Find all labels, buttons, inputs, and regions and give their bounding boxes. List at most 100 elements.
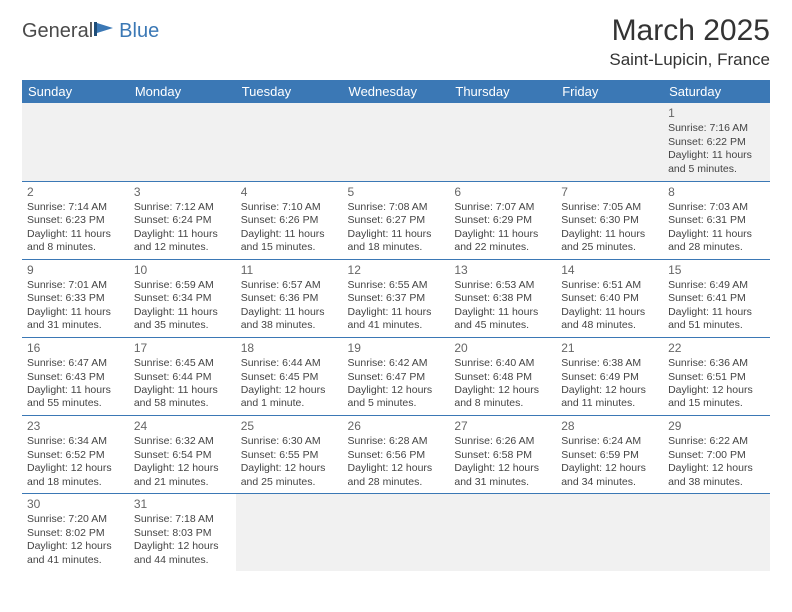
sunrise-text: Sunrise: 6:34 AM: [27, 435, 124, 448]
sunrise-text: Sunrise: 6:30 AM: [241, 435, 338, 448]
calendar-cell: 28Sunrise: 6:24 AMSunset: 6:59 PMDayligh…: [556, 415, 663, 493]
sunrise-text: Sunrise: 6:28 AM: [348, 435, 445, 448]
weekday-header: Tuesday: [236, 80, 343, 103]
daylight-text: Daylight: 12 hours and 18 minutes.: [27, 462, 124, 489]
calendar-cell: 13Sunrise: 6:53 AMSunset: 6:38 PMDayligh…: [449, 259, 556, 337]
day-number: 27: [454, 419, 551, 434]
day-number: 20: [454, 341, 551, 356]
weekday-header: Wednesday: [343, 80, 450, 103]
calendar-cell: 31Sunrise: 7:18 AMSunset: 8:03 PMDayligh…: [129, 493, 236, 571]
calendar-row: 16Sunrise: 6:47 AMSunset: 6:43 PMDayligh…: [22, 337, 770, 415]
sunset-text: Sunset: 7:00 PM: [668, 449, 765, 462]
sunrise-text: Sunrise: 7:16 AM: [668, 122, 765, 135]
sunrise-text: Sunrise: 6:26 AM: [454, 435, 551, 448]
daylight-text: Daylight: 11 hours and 12 minutes.: [134, 228, 231, 255]
sunset-text: Sunset: 6:52 PM: [27, 449, 124, 462]
calendar-cell: 1Sunrise: 7:16 AMSunset: 6:22 PMDaylight…: [663, 103, 770, 181]
sunrise-text: Sunrise: 6:51 AM: [561, 279, 658, 292]
calendar-cell: [236, 103, 343, 181]
day-number: 25: [241, 419, 338, 434]
calendar-cell: 7Sunrise: 7:05 AMSunset: 6:30 PMDaylight…: [556, 181, 663, 259]
calendar-cell: 17Sunrise: 6:45 AMSunset: 6:44 PMDayligh…: [129, 337, 236, 415]
day-number: 21: [561, 341, 658, 356]
sunset-text: Sunset: 8:02 PM: [27, 527, 124, 540]
daylight-text: Daylight: 11 hours and 15 minutes.: [241, 228, 338, 255]
day-number: 30: [27, 497, 124, 512]
weekday-header: Monday: [129, 80, 236, 103]
day-number: 8: [668, 185, 765, 200]
calendar-row: 30Sunrise: 7:20 AMSunset: 8:02 PMDayligh…: [22, 493, 770, 571]
calendar-cell: [236, 493, 343, 571]
sunset-text: Sunset: 6:24 PM: [134, 214, 231, 227]
day-number: 7: [561, 185, 658, 200]
daylight-text: Daylight: 11 hours and 45 minutes.: [454, 306, 551, 333]
calendar-cell: 8Sunrise: 7:03 AMSunset: 6:31 PMDaylight…: [663, 181, 770, 259]
sunrise-text: Sunrise: 6:57 AM: [241, 279, 338, 292]
sunset-text: Sunset: 6:23 PM: [27, 214, 124, 227]
calendar-cell: [343, 493, 450, 571]
calendar-cell: 26Sunrise: 6:28 AMSunset: 6:56 PMDayligh…: [343, 415, 450, 493]
calendar-cell: [129, 103, 236, 181]
sunset-text: Sunset: 6:22 PM: [668, 136, 765, 149]
daylight-text: Daylight: 11 hours and 55 minutes.: [27, 384, 124, 411]
sunset-text: Sunset: 6:26 PM: [241, 214, 338, 227]
day-number: 26: [348, 419, 445, 434]
day-number: 16: [27, 341, 124, 356]
sunrise-text: Sunrise: 6:45 AM: [134, 357, 231, 370]
sunrise-text: Sunrise: 6:44 AM: [241, 357, 338, 370]
day-number: 18: [241, 341, 338, 356]
sunset-text: Sunset: 6:44 PM: [134, 371, 231, 384]
location: Saint-Lupicin, France: [609, 50, 770, 70]
calendar-cell: [449, 493, 556, 571]
day-number: 1: [668, 106, 765, 121]
weekday-header: Sunday: [22, 80, 129, 103]
sunset-text: Sunset: 6:36 PM: [241, 292, 338, 305]
daylight-text: Daylight: 11 hours and 58 minutes.: [134, 384, 231, 411]
calendar-cell: 16Sunrise: 6:47 AMSunset: 6:43 PMDayligh…: [22, 337, 129, 415]
weekday-header: Thursday: [449, 80, 556, 103]
sunrise-text: Sunrise: 7:14 AM: [27, 201, 124, 214]
day-number: 6: [454, 185, 551, 200]
sunset-text: Sunset: 6:40 PM: [561, 292, 658, 305]
calendar-row: 23Sunrise: 6:34 AMSunset: 6:52 PMDayligh…: [22, 415, 770, 493]
daylight-text: Daylight: 12 hours and 1 minute.: [241, 384, 338, 411]
sunset-text: Sunset: 6:29 PM: [454, 214, 551, 227]
sunset-text: Sunset: 6:45 PM: [241, 371, 338, 384]
calendar-cell: 14Sunrise: 6:51 AMSunset: 6:40 PMDayligh…: [556, 259, 663, 337]
sunset-text: Sunset: 8:03 PM: [134, 527, 231, 540]
calendar-row: 2Sunrise: 7:14 AMSunset: 6:23 PMDaylight…: [22, 181, 770, 259]
day-number: 9: [27, 263, 124, 278]
sunset-text: Sunset: 6:43 PM: [27, 371, 124, 384]
sunset-text: Sunset: 6:38 PM: [454, 292, 551, 305]
daylight-text: Daylight: 12 hours and 38 minutes.: [668, 462, 765, 489]
sunrise-text: Sunrise: 7:05 AM: [561, 201, 658, 214]
daylight-text: Daylight: 12 hours and 31 minutes.: [454, 462, 551, 489]
sunrise-text: Sunrise: 6:32 AM: [134, 435, 231, 448]
sunset-text: Sunset: 6:58 PM: [454, 449, 551, 462]
daylight-text: Daylight: 12 hours and 28 minutes.: [348, 462, 445, 489]
title-block: March 2025 Saint-Lupicin, France: [609, 14, 770, 70]
sunset-text: Sunset: 6:49 PM: [561, 371, 658, 384]
sunrise-text: Sunrise: 7:12 AM: [134, 201, 231, 214]
calendar-cell: 15Sunrise: 6:49 AMSunset: 6:41 PMDayligh…: [663, 259, 770, 337]
daylight-text: Daylight: 11 hours and 22 minutes.: [454, 228, 551, 255]
day-number: 14: [561, 263, 658, 278]
day-number: 28: [561, 419, 658, 434]
day-number: 15: [668, 263, 765, 278]
day-number: 12: [348, 263, 445, 278]
sunrise-text: Sunrise: 6:42 AM: [348, 357, 445, 370]
sunrise-text: Sunrise: 7:10 AM: [241, 201, 338, 214]
calendar-table: Sunday Monday Tuesday Wednesday Thursday…: [22, 80, 770, 571]
sunrise-text: Sunrise: 6:55 AM: [348, 279, 445, 292]
daylight-text: Daylight: 12 hours and 15 minutes.: [668, 384, 765, 411]
daylight-text: Daylight: 11 hours and 38 minutes.: [241, 306, 338, 333]
sunrise-text: Sunrise: 6:24 AM: [561, 435, 658, 448]
sunset-text: Sunset: 6:31 PM: [668, 214, 765, 227]
calendar-cell: [343, 103, 450, 181]
calendar-cell: 5Sunrise: 7:08 AMSunset: 6:27 PMDaylight…: [343, 181, 450, 259]
sunset-text: Sunset: 6:48 PM: [454, 371, 551, 384]
day-number: 24: [134, 419, 231, 434]
day-number: 19: [348, 341, 445, 356]
daylight-text: Daylight: 12 hours and 25 minutes.: [241, 462, 338, 489]
daylight-text: Daylight: 11 hours and 35 minutes.: [134, 306, 231, 333]
